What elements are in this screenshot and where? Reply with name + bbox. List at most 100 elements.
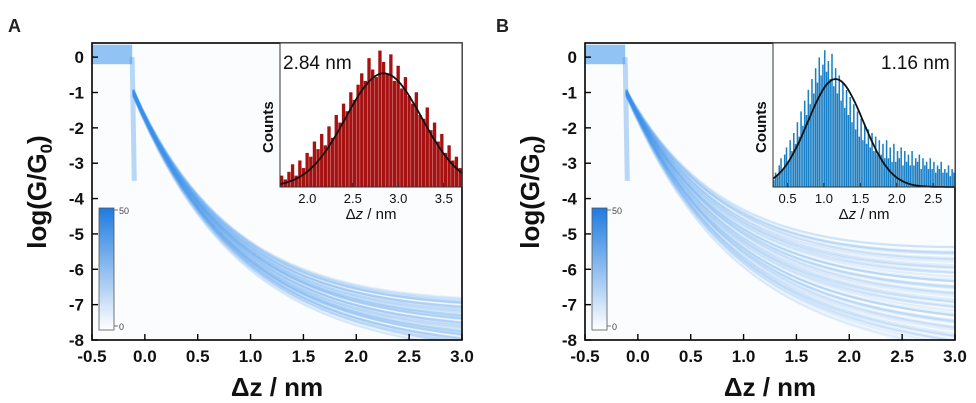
- histogram-bar: [301, 168, 306, 187]
- histogram-bar: [933, 161, 935, 187]
- y-tick-label: 0: [568, 48, 577, 67]
- trace-density-line: [132, 93, 462, 304]
- trace-density-line: [132, 94, 462, 324]
- histogram-bar: [320, 133, 324, 187]
- y-tick-label: -3: [69, 154, 84, 173]
- histogram-bar: [458, 168, 462, 187]
- inset-x-tick-label: 3.0: [389, 191, 407, 206]
- trace-density-line: [625, 94, 955, 296]
- trace-density-line: [132, 91, 462, 334]
- trace-density-line: [625, 93, 955, 317]
- colorbar-min-label: 0: [612, 322, 617, 332]
- gaussian-fit-curve: [279, 72, 463, 185]
- trace-density-line: [625, 93, 955, 298]
- trace-density-line: [625, 89, 955, 303]
- histogram-bar: [385, 73, 389, 187]
- histogram-bar: [773, 179, 775, 187]
- histogram-bar: [425, 107, 429, 187]
- trace-density-line: [625, 92, 955, 256]
- histogram-bar: [849, 97, 851, 187]
- trace-density-line: [625, 89, 955, 273]
- trace-density-line: [625, 89, 955, 307]
- histogram-bar: [414, 92, 419, 187]
- histogram-bar: [323, 145, 328, 187]
- histogram-bar: [920, 169, 922, 187]
- trace-density-line: [132, 91, 462, 340]
- colorbar: 50 0: [98, 206, 129, 332]
- trace-density-line: [625, 94, 955, 315]
- histogram-bar: [880, 154, 882, 187]
- x-axis-label: Δz / nm: [724, 372, 816, 402]
- y-tick-label: -4: [562, 190, 578, 209]
- x-tick-label: 2.0: [837, 347, 861, 366]
- histogram-bar: [847, 115, 850, 187]
- heatmap-area: [585, 43, 955, 340]
- histogram-bar: [776, 176, 779, 187]
- x-axis: -0.5 0.0 0.5 1.0 1.5 2.0 2.5 3.0: [77, 334, 474, 366]
- colorbar-max-label: 50: [612, 206, 622, 216]
- histogram-bar: [800, 111, 802, 187]
- trace-density-line: [625, 94, 955, 281]
- inset-frame: [772, 42, 956, 188]
- histogram-bar: [945, 172, 948, 187]
- trace-density-line: [625, 93, 955, 283]
- histogram-bar: [876, 154, 879, 187]
- histogram-bar: [785, 147, 788, 187]
- trace-density-line: [625, 88, 955, 295]
- x-tick-label: 1.5: [785, 347, 809, 366]
- trace-density-line: [625, 90, 955, 283]
- y-axis-label: log(G/G0): [515, 135, 549, 248]
- y-tick-label: -4: [69, 190, 85, 209]
- trace-density-line: [132, 93, 462, 320]
- inset-x-tick-label: 1.5: [851, 191, 869, 206]
- trace-density-line: [132, 93, 462, 333]
- plot-frame: [584, 42, 956, 341]
- trace-density-line: [625, 88, 955, 261]
- trace-density-line: [625, 90, 933, 340]
- histogram-bar: [778, 165, 780, 187]
- trace-density-line: [132, 91, 462, 324]
- histogram-bars: [773, 50, 955, 188]
- histogram-bar: [894, 161, 897, 187]
- inset-x-tick-label: 2.5: [924, 191, 942, 206]
- trace-density-line: [625, 91, 955, 335]
- trace-density-line: [132, 92, 452, 340]
- trace-density-line: [625, 93, 955, 288]
- histogram-bar: [407, 96, 411, 187]
- trace-density-line: [625, 92, 954, 340]
- inset-x-tick-label: 2.0: [298, 191, 316, 206]
- trace-density-line: [625, 89, 955, 340]
- histogram-bar: [940, 161, 942, 187]
- histogram-bar: [429, 130, 433, 187]
- inset-x-tick-label: 3.5: [435, 191, 453, 206]
- histogram-bar: [805, 115, 808, 187]
- histogram-bar: [345, 111, 349, 187]
- trace-density-line: [132, 94, 443, 340]
- panel-b: B -0.5 0.0 0.5 1.0 1.5 2.0 2.5 3.0 0 -1 -2 -3 -4 -5 -…: [496, 16, 967, 402]
- histogram-bar: [280, 175, 284, 187]
- histogram-bar: [802, 125, 804, 187]
- trace-density-line: [132, 94, 424, 340]
- histogram-bar: [916, 161, 919, 187]
- histogram-bar: [889, 147, 891, 187]
- histogram-bar: [840, 100, 842, 187]
- trace-density-line: [132, 92, 462, 304]
- histogram-bar: [823, 50, 826, 188]
- histogram-bar: [367, 58, 371, 187]
- trace-density-line: [132, 92, 462, 336]
- histogram-bar: [392, 80, 397, 187]
- gaussian-fit-curve: [772, 78, 955, 188]
- histogram-bar: [833, 86, 835, 187]
- histogram-bar: [856, 111, 859, 187]
- histogram-bar: [396, 65, 400, 187]
- histogram-bar: [341, 103, 346, 187]
- histogram-bar: [305, 152, 309, 187]
- trace-density-line: [132, 94, 462, 333]
- trace-density-line: [132, 92, 462, 328]
- trace-density-line: [625, 91, 955, 301]
- histogram-bar: [814, 68, 817, 187]
- histogram-bar: [864, 125, 866, 187]
- trace-density-line: [625, 93, 955, 254]
- y-tick-label: -8: [69, 331, 84, 350]
- histogram-bar: [829, 79, 831, 187]
